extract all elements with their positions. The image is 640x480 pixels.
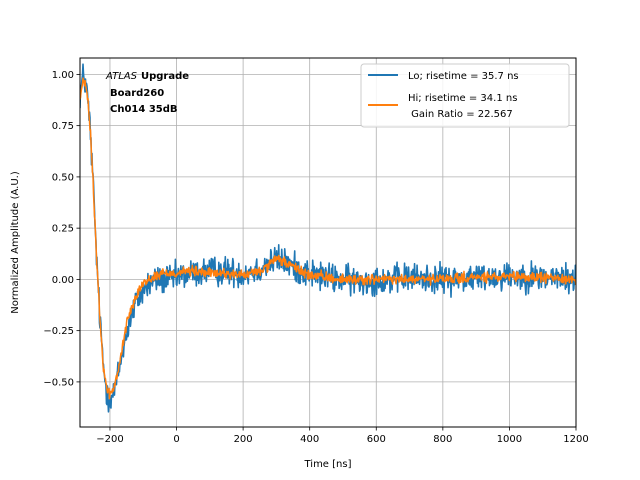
- annotation-atlas: ATLAS: [105, 71, 138, 82]
- y-tick-label: 0.25: [52, 224, 74, 235]
- legend-box: [360, 63, 570, 128]
- series-hi-line: [80, 77, 576, 400]
- x-tick-label: 0: [173, 434, 179, 445]
- x-tick-label: 400: [300, 434, 319, 445]
- y-axis-ticks: −0.50 −0.25 0.00 0.25 0.50 0.75 1.00: [43, 70, 80, 388]
- x-axis-label: Time [ns]: [303, 459, 351, 470]
- legend-label-hi: Hi; risetime = 34.1 ns: [408, 93, 517, 104]
- x-tick-label: 600: [367, 434, 386, 445]
- y-tick-label: 0.75: [52, 121, 74, 132]
- y-tick-label: 0.00: [52, 275, 74, 286]
- legend-label-lo: Lo; risetime = 35.7 ns: [408, 71, 519, 82]
- atlas-annotation: ATLAS Upgrade Board260 Ch014 35dB: [105, 71, 189, 115]
- y-axis-label: Normalized Amplitude (A.U.): [10, 171, 21, 314]
- y-tick-label: −0.50: [43, 377, 74, 388]
- legend: Lo; risetime = 35.7 ns Hi; risetime = 34…: [360, 63, 570, 128]
- x-tick-label: 200: [234, 434, 253, 445]
- series-layer: [80, 63, 576, 413]
- annotation-channel: Ch014 35dB: [110, 104, 178, 115]
- x-tick-label: 800: [433, 434, 452, 445]
- legend-label-hi-gain: Gain Ratio = 22.567: [408, 109, 513, 120]
- plot-frame: [79, 57, 577, 428]
- x-axis-ticks: −200 0 200 400 600 800 1000 1200: [96, 427, 589, 445]
- y-tick-label: −0.25: [43, 326, 74, 337]
- x-tick-label: 1200: [563, 434, 588, 445]
- y-tick-label: 0.50: [52, 172, 74, 183]
- x-tick-label: −200: [96, 434, 123, 445]
- y-tick-label: 1.00: [52, 70, 74, 81]
- annotation-board: Board260: [110, 88, 164, 99]
- x-tick-label: 1000: [497, 434, 522, 445]
- annotation-upgrade: Upgrade: [141, 71, 189, 82]
